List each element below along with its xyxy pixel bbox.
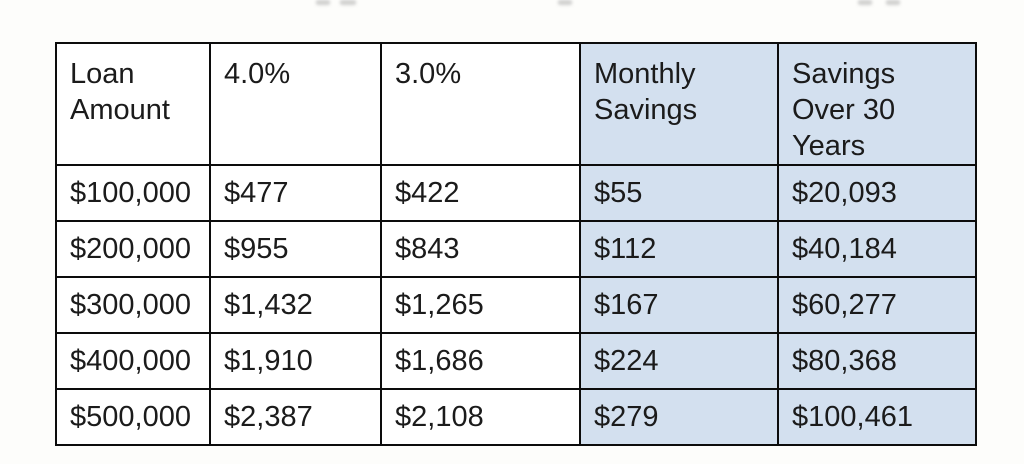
- table-row: $200,000 $955 $843 $112 $40,184: [55, 220, 977, 278]
- cell-payment-4-percent: $955: [209, 220, 382, 278]
- cell-loan-amount: $200,000: [55, 220, 211, 278]
- column-header-loan-amount: Loan Amount: [55, 42, 211, 166]
- loan-refinance-savings-table: Loan Amount 4.0% 3.0% Monthly Savings Sa…: [55, 42, 977, 446]
- cell-monthly-savings: $224: [579, 332, 779, 390]
- cell-payment-4-percent: $477: [209, 164, 382, 222]
- cell-payment-4-percent: $1,910: [209, 332, 382, 390]
- cell-monthly-savings: $167: [579, 276, 779, 334]
- column-header-monthly-savings: Monthly Savings: [579, 42, 779, 166]
- cell-loan-amount: $100,000: [55, 164, 211, 222]
- table-row: $100,000 $477 $422 $55 $20,093: [55, 164, 977, 222]
- cell-payment-4-percent: $1,432: [209, 276, 382, 334]
- cell-monthly-savings: $279: [579, 388, 779, 446]
- cell-payment-3-percent: $1,686: [380, 332, 581, 390]
- table-row: $500,000 $2,387 $2,108 $279 $100,461: [55, 388, 977, 446]
- cell-payment-3-percent: $843: [380, 220, 581, 278]
- cell-savings-30-years: $20,093: [777, 164, 977, 222]
- column-header-rate-3-percent: 3.0%: [380, 42, 581, 166]
- cell-payment-3-percent: $2,108: [380, 388, 581, 446]
- cropped-text-artifact: [558, 0, 572, 5]
- cell-loan-amount: $500,000: [55, 388, 211, 446]
- table-row: $400,000 $1,910 $1,686 $224 $80,368: [55, 332, 977, 390]
- cropped-text-artifact: [886, 0, 900, 5]
- cell-monthly-savings: $55: [579, 164, 779, 222]
- cell-savings-30-years: $100,461: [777, 388, 977, 446]
- cell-payment-3-percent: $1,265: [380, 276, 581, 334]
- cell-payment-4-percent: $2,387: [209, 388, 382, 446]
- cell-savings-30-years: $40,184: [777, 220, 977, 278]
- table-header-row: Loan Amount 4.0% 3.0% Monthly Savings Sa…: [55, 42, 977, 166]
- table-row: $300,000 $1,432 $1,265 $167 $60,277: [55, 276, 977, 334]
- cell-savings-30-years: $60,277: [777, 276, 977, 334]
- cropped-text-artifact: [858, 0, 872, 5]
- cropped-text-artifact: [316, 0, 330, 5]
- column-header-savings-over-30-years: Savings Over 30 Years: [777, 42, 977, 166]
- cell-monthly-savings: $112: [579, 220, 779, 278]
- cropped-text-artifact: [340, 0, 356, 5]
- cell-savings-30-years: $80,368: [777, 332, 977, 390]
- cell-payment-3-percent: $422: [380, 164, 581, 222]
- column-header-rate-4-percent: 4.0%: [209, 42, 382, 166]
- cell-loan-amount: $300,000: [55, 276, 211, 334]
- cell-loan-amount: $400,000: [55, 332, 211, 390]
